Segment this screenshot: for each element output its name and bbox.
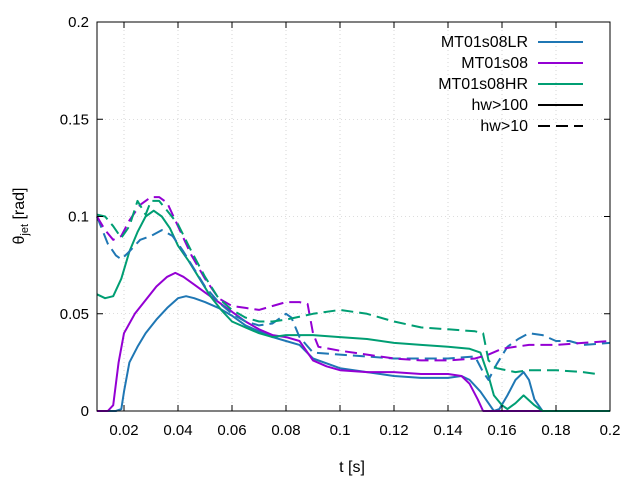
x-tick-label: 0.1 — [330, 422, 351, 439]
y-axis-label-main: θ — [11, 236, 28, 245]
y-tick-label: 0.2 — [68, 14, 89, 31]
series-line — [96, 216, 611, 381]
y-axis-label: θjet [rad] — [11, 188, 31, 245]
x-tick-label: 0.16 — [487, 422, 516, 439]
x-tick-label: 0.12 — [379, 422, 408, 439]
y-tick-label: 0 — [81, 403, 89, 420]
legend-label: MT01s08 — [461, 55, 528, 72]
series-line — [97, 295, 610, 412]
series-line — [97, 271, 610, 412]
x-tick-label: 0.2 — [600, 422, 621, 439]
y-tick-label: 0.05 — [60, 306, 89, 323]
x-tick-label: 0.14 — [433, 422, 462, 439]
y-tick-label: 0.15 — [60, 111, 89, 128]
legend-label: MT01s08HR — [438, 76, 528, 93]
legend: MT01s08LR MT01s08 MT01s08HR hw>100 hw>10 — [438, 34, 583, 135]
series-line — [96, 199, 597, 375]
y-axis-label-unit: [rad] — [11, 188, 28, 224]
series-line — [96, 196, 611, 362]
y-axis-label-sub: jet — [19, 224, 31, 237]
x-tick-label: 0.18 — [541, 422, 570, 439]
x-tick-label: 0.06 — [217, 422, 246, 439]
legend-label: MT01s08LR — [441, 34, 528, 51]
x-tick-label: 0.08 — [271, 422, 300, 439]
x-tick-label: 0.02 — [109, 422, 138, 439]
y-tick-label: 0.1 — [68, 209, 89, 226]
x-tick-label: 0.04 — [163, 422, 192, 439]
legend-label: hw>10 — [480, 118, 528, 135]
tick-group: 0.02 0.04 0.06 0.08 0.1 0.12 0.14 0.16 0.18 0.2 0 0… — [60, 14, 621, 439]
x-axis-label: t [s] — [339, 459, 365, 476]
legend-label: hw>100 — [472, 97, 529, 114]
